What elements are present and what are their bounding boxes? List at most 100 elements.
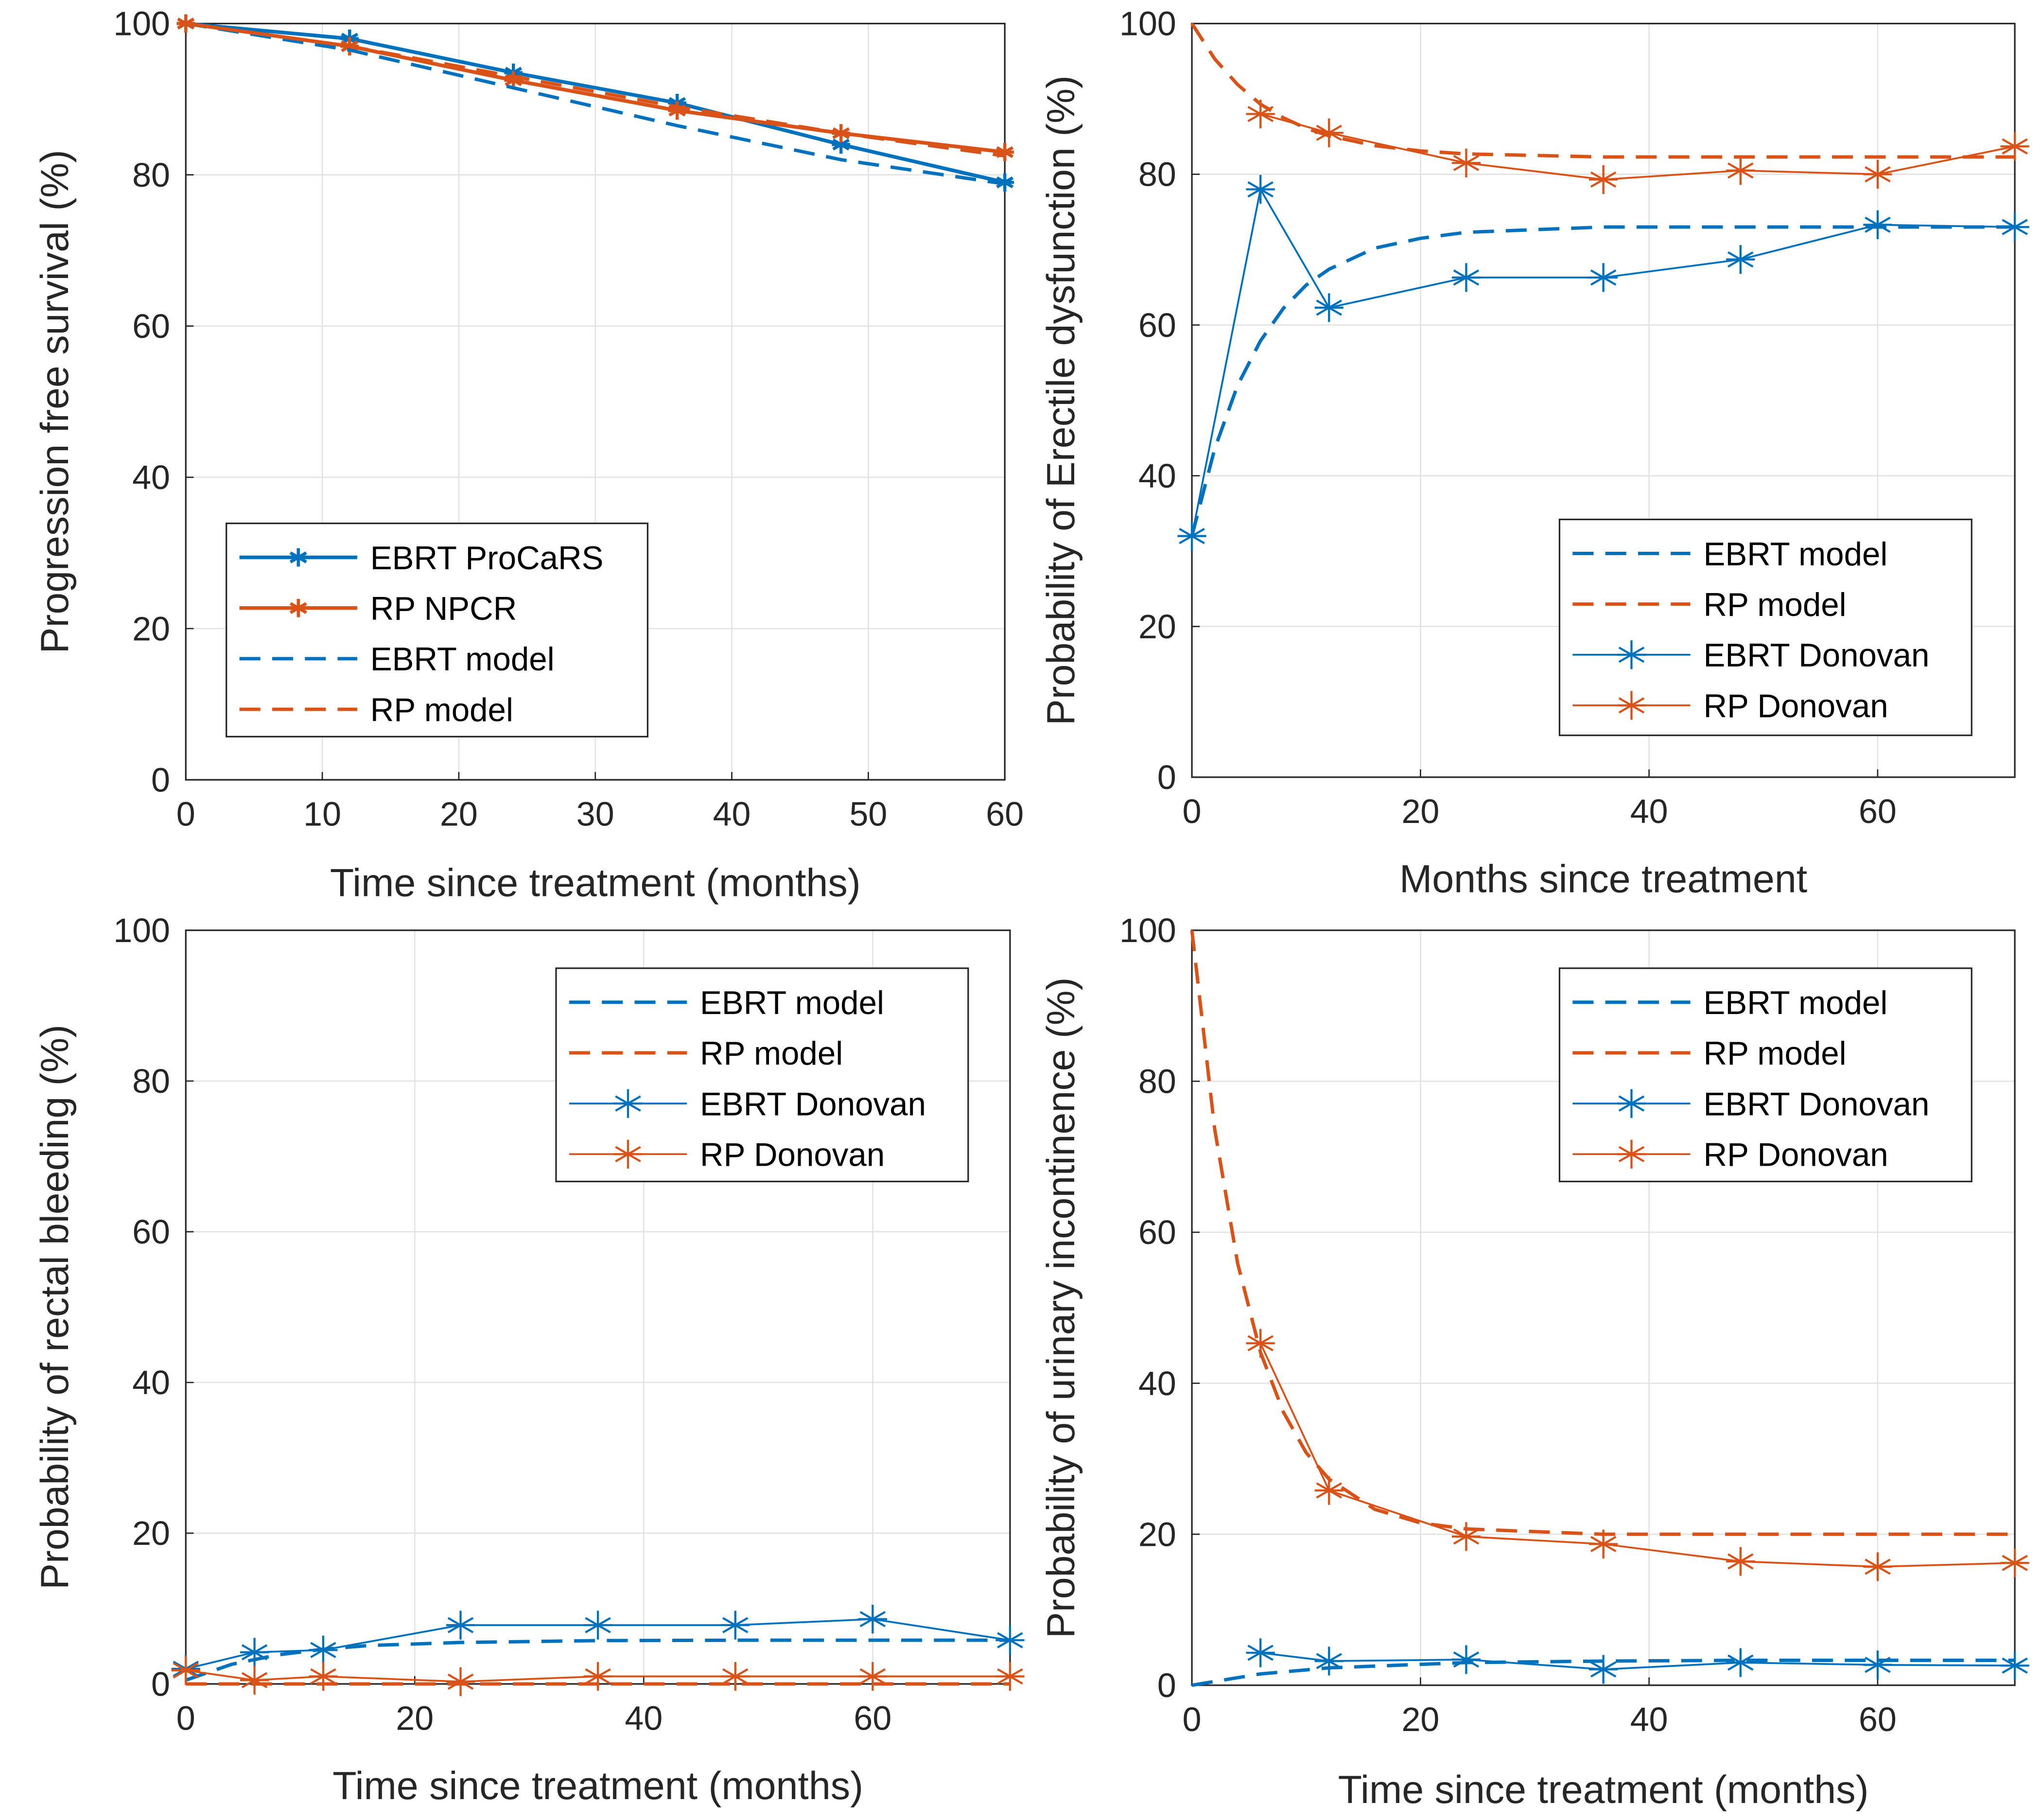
legend-label: EBRT model <box>370 641 555 678</box>
x-tick-label: 0 <box>176 1699 195 1737</box>
data-point-marker <box>240 1638 269 1667</box>
x-tick-label: 60 <box>986 795 1024 833</box>
x-tick-label: 50 <box>849 795 887 833</box>
legend-label: RP model <box>700 1035 843 1072</box>
y-tick-label: 0 <box>151 761 170 799</box>
data-point-marker <box>309 1662 338 1691</box>
legend-box <box>1558 967 1972 1183</box>
data-point-marker <box>240 1665 269 1695</box>
y-tick-label: 0 <box>1157 1666 1176 1704</box>
y-axis-label: Progression free survival (%) <box>33 150 77 653</box>
legend-marker <box>1617 1139 1646 1169</box>
y-tick-label: 40 <box>1138 457 1176 495</box>
data-point-marker <box>721 1662 750 1691</box>
series-line <box>185 21 1005 158</box>
data-point-marker <box>1314 1476 1343 1505</box>
legend-box <box>555 967 969 1183</box>
y-tick-label: 20 <box>1138 1515 1176 1553</box>
legend-marker <box>1617 640 1646 669</box>
data-point-marker <box>1726 245 1755 274</box>
chart-panel-3: 0 20 40 60 0 20 40 60 80 100 Time since treatment … <box>33 911 1025 1808</box>
y-tick-label: 40 <box>132 1364 170 1401</box>
data-point-marker <box>1246 1638 1275 1667</box>
y-tick-label: 40 <box>1138 1365 1176 1402</box>
data-point-marker <box>309 1635 338 1664</box>
data-point-marker <box>171 1656 200 1685</box>
axes-box <box>1191 929 2016 1686</box>
legend-label: EBRT ProCaRS <box>370 540 604 577</box>
y-tick-label: 60 <box>1138 1213 1176 1251</box>
data-point-marker <box>1451 148 1481 177</box>
legend-marker <box>613 1139 643 1169</box>
x-tick-label: 40 <box>1630 1700 1668 1738</box>
x-tick-label: 30 <box>576 795 614 833</box>
data-point-marker <box>504 71 523 89</box>
y-tick-label: 0 <box>1157 758 1176 796</box>
series-rp-model <box>1190 930 2015 1536</box>
data-point-marker <box>995 1662 1025 1691</box>
x-tick-label: 0 <box>1183 1700 1202 1738</box>
x-tick-label: 10 <box>303 795 341 833</box>
series-rp-donovan <box>1246 1329 2029 1581</box>
series-line <box>1191 188 2015 537</box>
x-tick-label: 0 <box>176 795 195 833</box>
x-tick-label: 20 <box>1401 792 1439 830</box>
y-tick-label: 80 <box>132 156 170 194</box>
legend: EBRT model RP model EBRT Donovan RP Donovan <box>1558 967 1972 1183</box>
series-line <box>185 21 1005 186</box>
y-axis-label: Probability of rectal bleeding (%) <box>33 1025 77 1590</box>
legend-box <box>1558 518 1972 736</box>
x-tick-label: 40 <box>1630 792 1668 830</box>
x-tick-label: 0 <box>1183 792 1202 830</box>
data-point-marker <box>1588 1529 1618 1558</box>
data-point-marker <box>721 1610 750 1640</box>
data-point-marker <box>2000 212 2029 242</box>
legend-label: RP Donovan <box>1704 688 1888 724</box>
data-point-marker <box>446 1610 475 1640</box>
y-tick-label: 80 <box>1138 1063 1176 1101</box>
y-tick-label: 20 <box>1138 608 1176 646</box>
x-axis-label: Time since treatment (months) <box>1338 1768 1869 1812</box>
data-point-marker <box>1863 1552 1892 1581</box>
legend-label: RP NPCR <box>370 591 517 627</box>
y-axis-label: Probability of Erectile dysfunction (%) <box>1039 75 1083 725</box>
data-point-marker <box>2000 132 2029 161</box>
data-point-marker <box>995 143 1014 161</box>
x-tick-label: 20 <box>396 1699 434 1737</box>
data-point-marker <box>1246 1329 1275 1358</box>
x-tick-label: 40 <box>625 1699 663 1737</box>
legend-label: RP model <box>1704 1035 1847 1072</box>
data-point-marker <box>1451 263 1481 292</box>
series-line <box>1190 22 2015 159</box>
data-point-marker <box>1177 522 1206 551</box>
y-tick-label: 60 <box>132 307 170 345</box>
series-line <box>1190 225 2015 537</box>
chart-panel-1: 0 10 20 30 40 50 60 0 20 40 60 80 100 Time since trea… <box>33 5 1024 905</box>
data-point-marker <box>858 1662 887 1691</box>
series-line <box>1190 930 2015 1536</box>
legend-label: RP Donovan <box>700 1137 885 1173</box>
chart-panel-4: 0 20 40 60 0 20 40 60 80 100 Time since treatment … <box>1039 911 2029 1812</box>
data-point-marker <box>1246 99 1275 129</box>
y-tick-label: 100 <box>113 5 170 43</box>
x-tick-label: 20 <box>440 795 478 833</box>
data-point-marker <box>1588 263 1618 292</box>
legend-label: RP model <box>1704 587 1847 623</box>
series-rp-model <box>1190 22 2015 159</box>
x-axis-label: Months since treatment <box>1399 858 1807 901</box>
data-point-marker <box>583 1610 612 1640</box>
data-point-marker <box>1246 175 1275 204</box>
y-tick-label: 80 <box>132 1062 170 1100</box>
series-rp-model <box>185 21 1005 158</box>
x-tick-label: 60 <box>854 1699 891 1737</box>
series-rp-donovan <box>171 1656 1025 1697</box>
y-tick-label: 20 <box>132 1514 170 1552</box>
data-point-marker <box>995 1626 1025 1655</box>
data-point-marker <box>1863 159 1892 189</box>
data-point-marker <box>1314 118 1343 147</box>
data-point-marker <box>583 1662 612 1691</box>
data-point-marker <box>1314 293 1343 322</box>
y-tick-label: 100 <box>113 911 170 949</box>
legend-label: EBRT Donovan <box>700 1086 926 1122</box>
data-point-marker <box>1726 156 1755 185</box>
